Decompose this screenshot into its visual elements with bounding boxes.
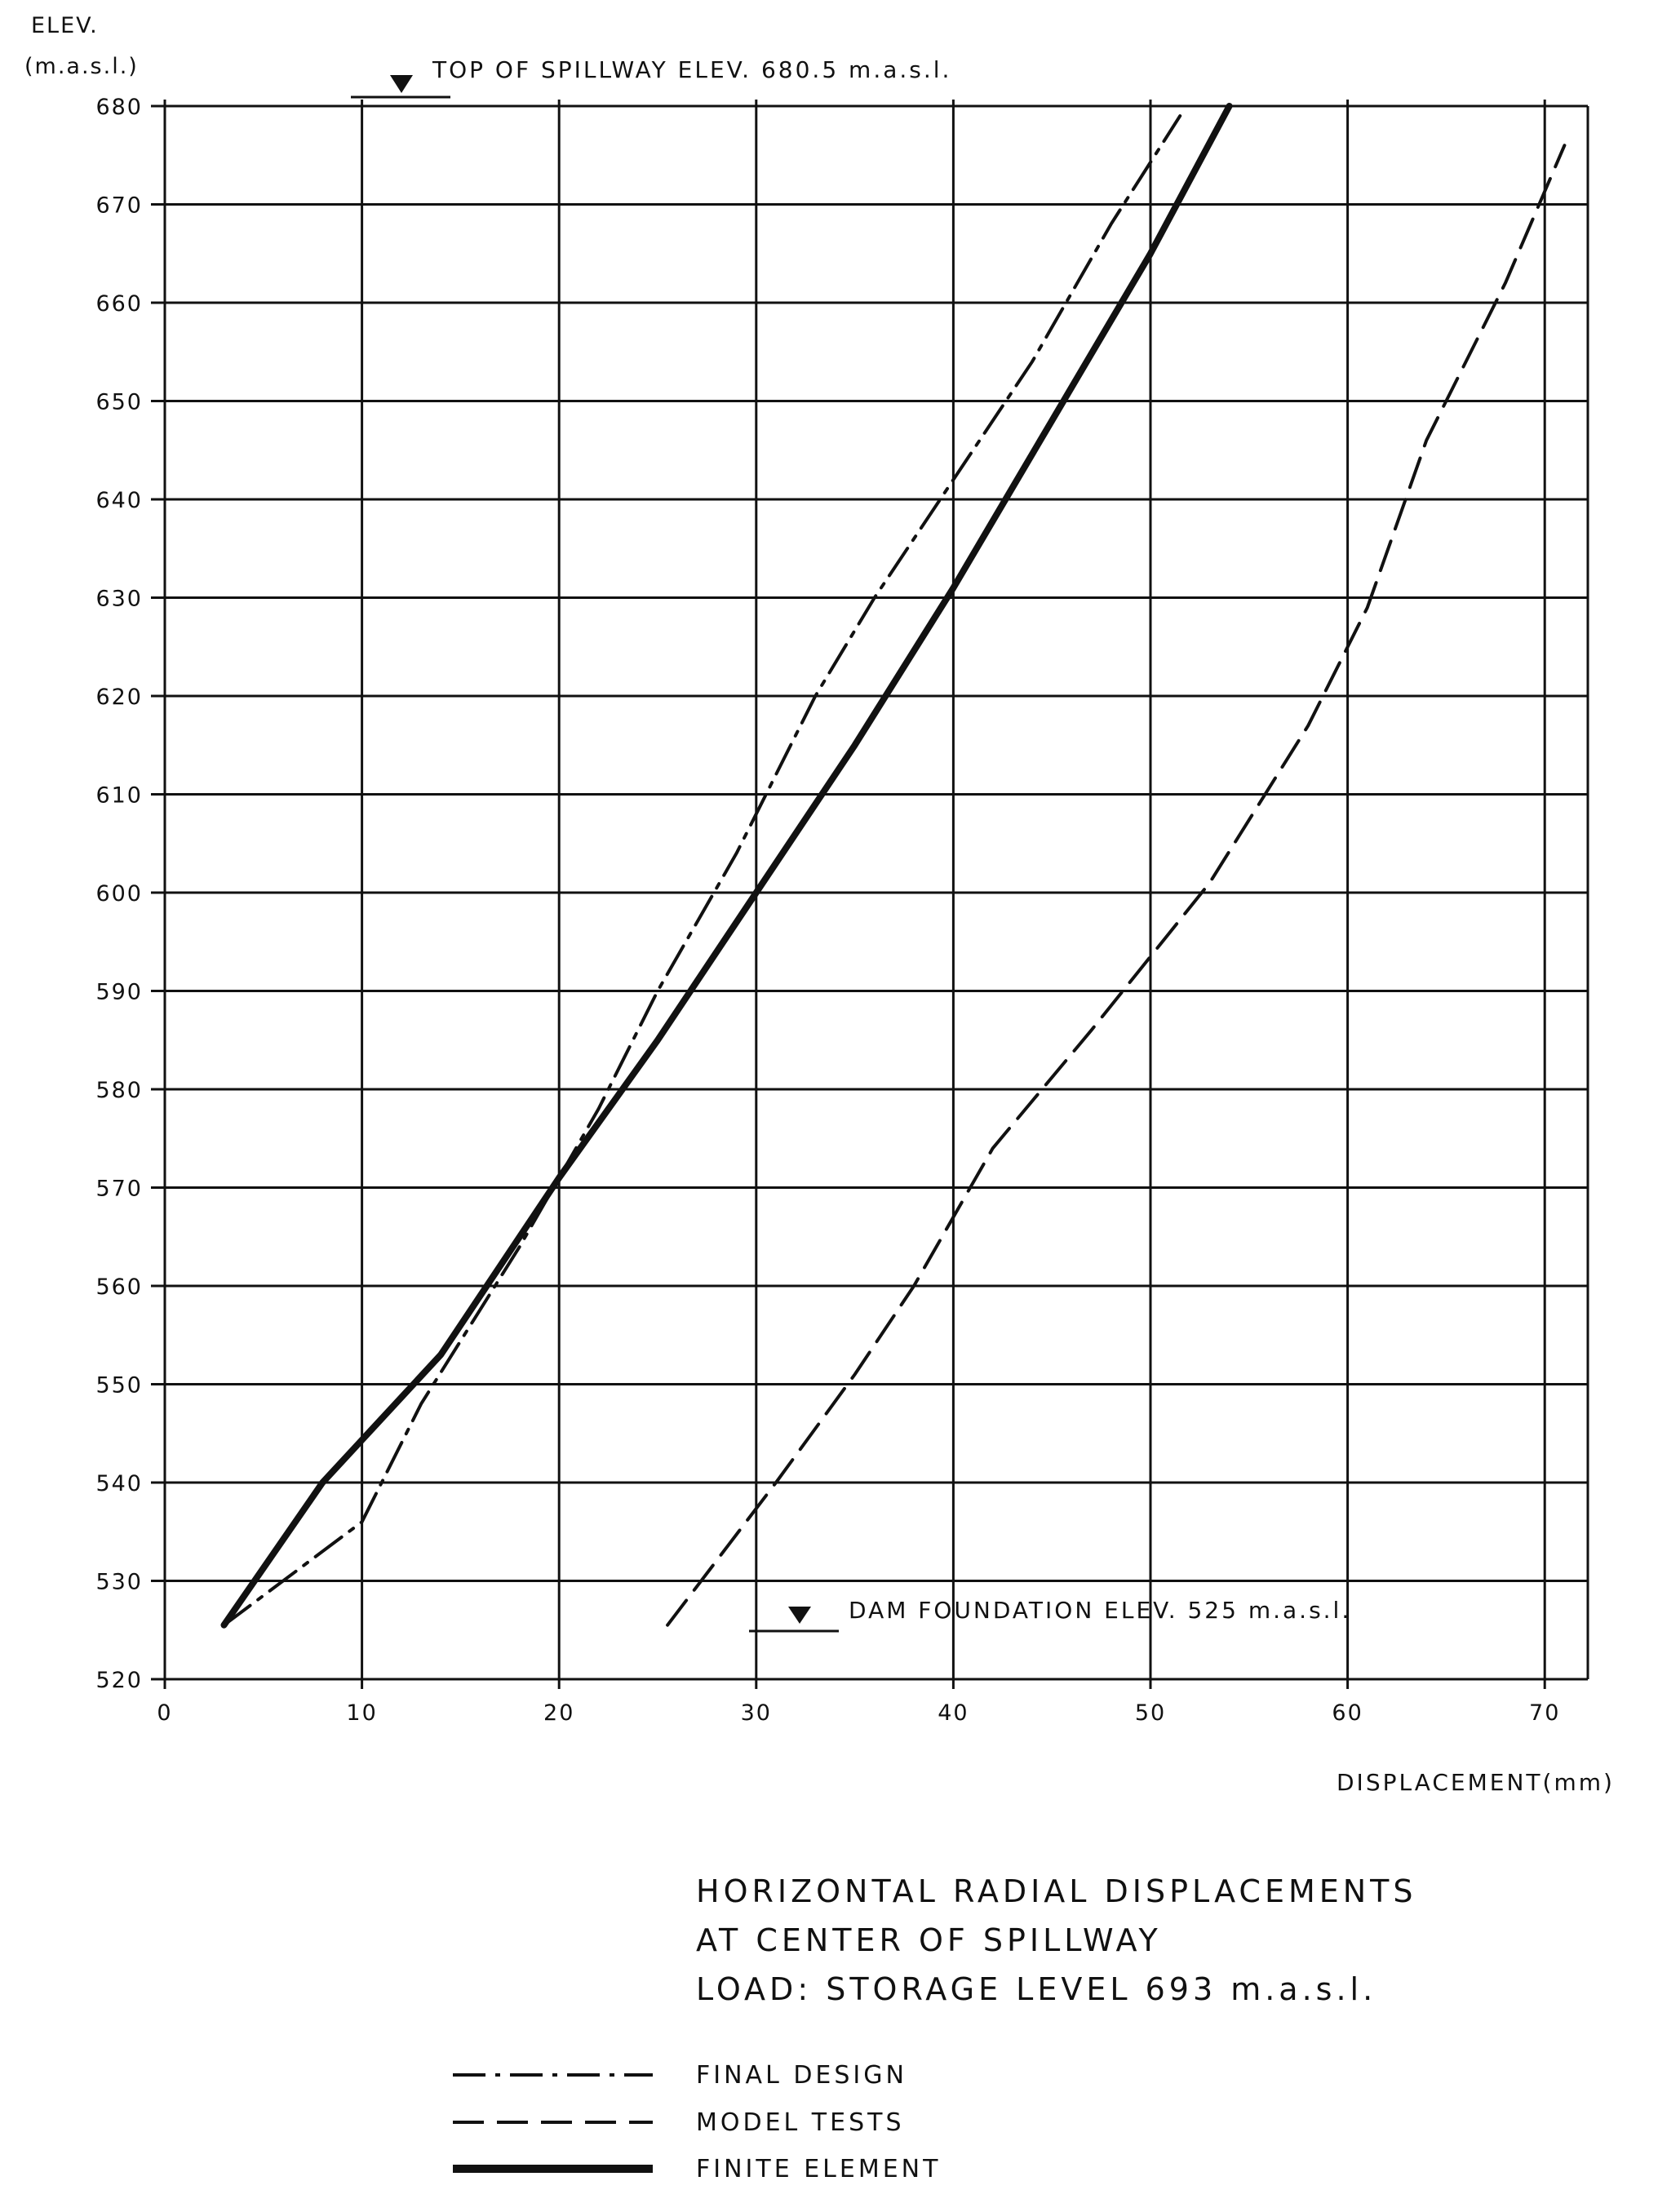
x-tick-label-30: 30 bbox=[741, 1700, 772, 1726]
x-tick-label-0: 0 bbox=[157, 1700, 172, 1726]
y-axis-label-line2: (m.a.s.l.) bbox=[24, 54, 139, 79]
x-tick-label-50: 50 bbox=[1135, 1700, 1166, 1726]
y-tick-label-650: 650 bbox=[95, 390, 143, 415]
spillway-marker-icon bbox=[390, 75, 413, 93]
series-line-finite-element bbox=[220, 103, 1233, 1629]
foundation-annotation: DAM FOUNDATION ELEV. 525 m.a.s.l. bbox=[849, 1597, 1351, 1624]
legend-label-model-tests: MODEL TESTS bbox=[696, 2108, 905, 2137]
series-line-final-design bbox=[222, 114, 1182, 1627]
grid-group bbox=[151, 100, 1589, 1689]
y-tick-label-670: 670 bbox=[95, 193, 143, 219]
y-tick-label-550: 550 bbox=[95, 1373, 143, 1399]
y-tick-label-570: 570 bbox=[95, 1177, 143, 1202]
x-tick-label-20: 20 bbox=[543, 1700, 574, 1726]
series-line-model-tests bbox=[666, 144, 1567, 1627]
y-tick-label-600: 600 bbox=[95, 881, 143, 907]
foundation-marker-icon bbox=[788, 1607, 811, 1624]
caption-line-3: LOAD: STORAGE LEVEL 693 m.a.s.l. bbox=[696, 1971, 1376, 2007]
y-tick-label-590: 590 bbox=[95, 980, 143, 1005]
x-tick-label-10: 10 bbox=[346, 1700, 377, 1726]
y-tick-label-530: 530 bbox=[95, 1570, 143, 1595]
y-tick-label-640: 640 bbox=[95, 488, 143, 513]
legend-label-final-design: FINAL DESIGN bbox=[696, 2061, 907, 2090]
spillway-annotation: TOP OF SPILLWAY ELEV. 680.5 m.a.s.l. bbox=[432, 56, 951, 83]
y-tick-label-520: 520 bbox=[95, 1668, 143, 1693]
x-tick-label-70: 70 bbox=[1529, 1700, 1560, 1726]
y-tick-label-660: 660 bbox=[95, 291, 143, 317]
y-tick-label-630: 630 bbox=[95, 587, 143, 612]
y-tick-label-610: 610 bbox=[95, 783, 143, 809]
y-tick-label-620: 620 bbox=[95, 685, 143, 710]
caption-line-1: HORIZONTAL RADIAL DISPLACEMENTS bbox=[696, 1873, 1417, 1909]
y-tick-label-580: 580 bbox=[95, 1078, 143, 1103]
axes-group: 5205305405505605705805906006106206306406… bbox=[95, 95, 1560, 1726]
y-axis-label-line1: ELEV. bbox=[31, 13, 99, 38]
x-axis-label: DISPLACEMENT(mm) bbox=[1337, 1769, 1615, 1796]
series-group bbox=[220, 103, 1567, 1629]
x-tick-label-60: 60 bbox=[1332, 1700, 1363, 1726]
y-tick-label-540: 540 bbox=[95, 1471, 143, 1496]
x-tick-label-40: 40 bbox=[938, 1700, 969, 1726]
caption-line-2: AT CENTER OF SPILLWAY bbox=[696, 1922, 1162, 1958]
y-tick-label-680: 680 bbox=[95, 95, 143, 120]
y-tick-label-560: 560 bbox=[95, 1274, 143, 1300]
legend-label-finite-element: FINITE ELEMENT bbox=[696, 2155, 941, 2183]
